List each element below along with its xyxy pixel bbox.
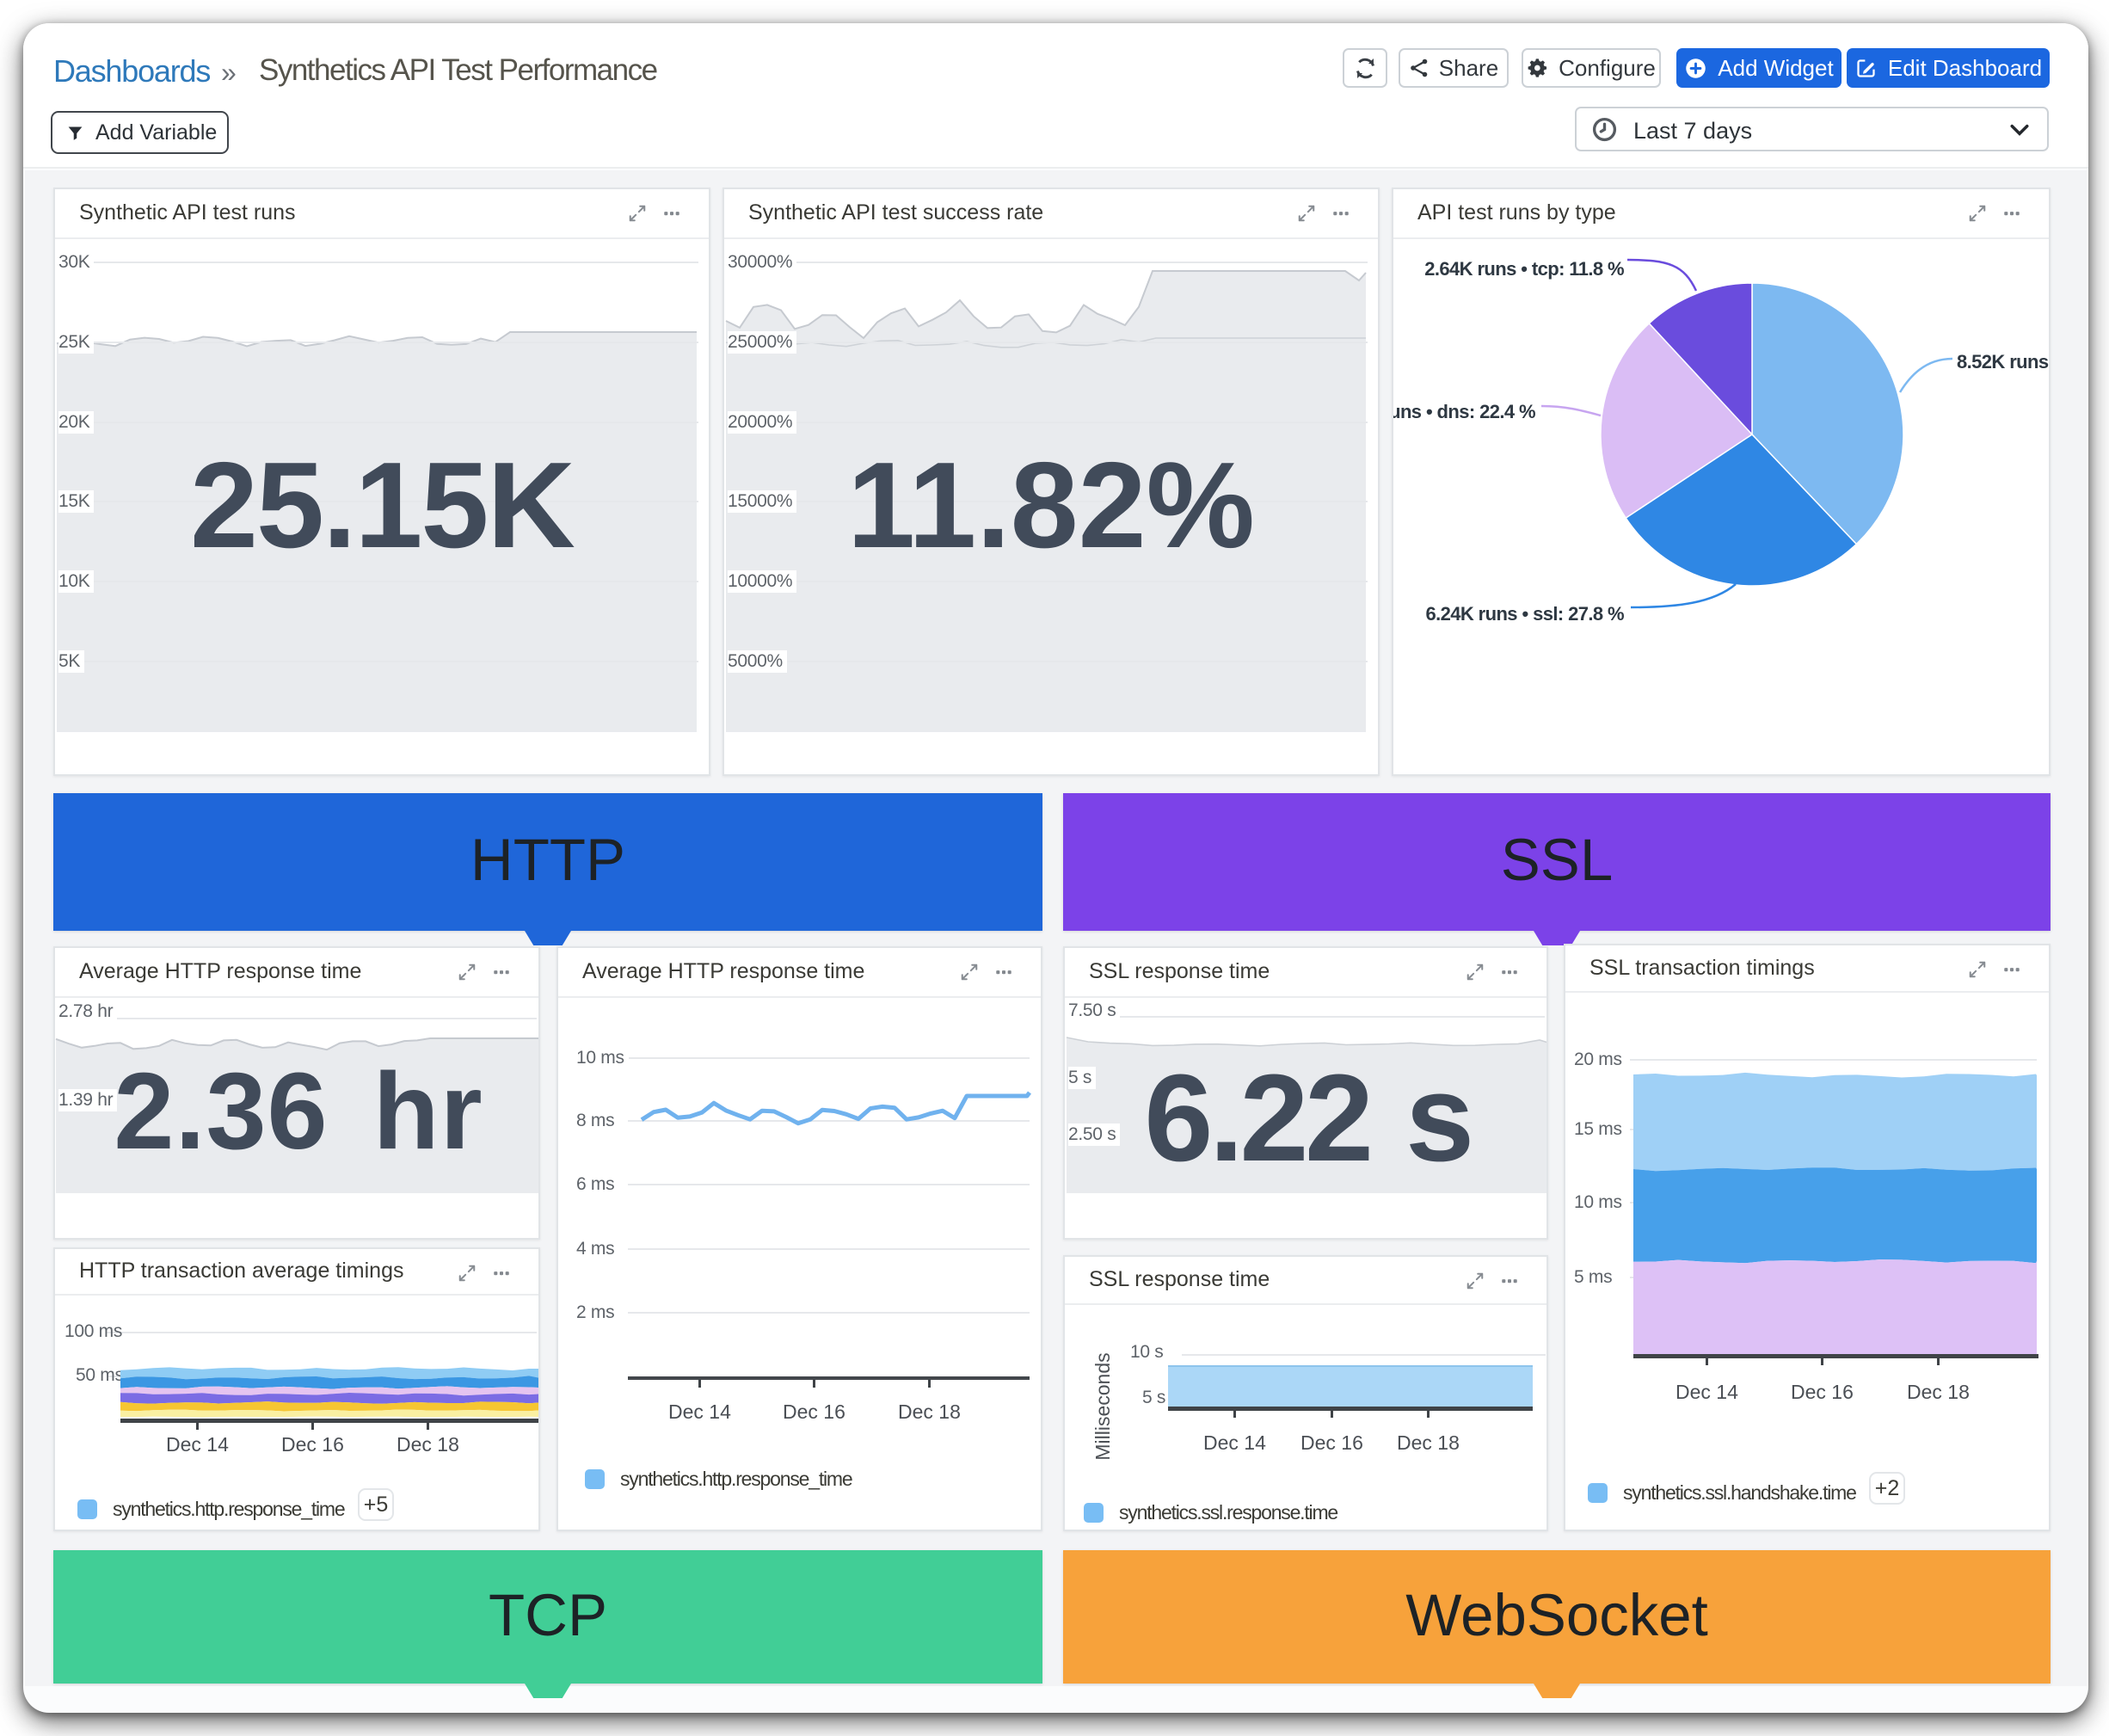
svg-text:Milliseconds: Milliseconds [1091,1352,1114,1460]
